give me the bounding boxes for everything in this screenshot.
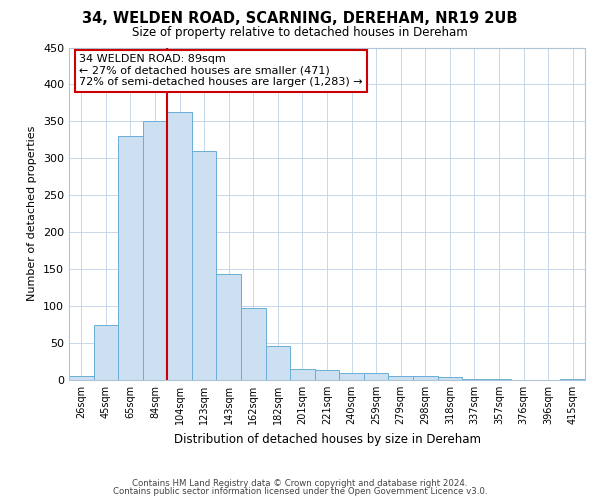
Bar xyxy=(266,346,290,380)
Text: Size of property relative to detached houses in Dereham: Size of property relative to detached ho… xyxy=(132,26,468,39)
Bar xyxy=(437,377,462,380)
Bar xyxy=(143,122,167,380)
Y-axis label: Number of detached properties: Number of detached properties xyxy=(28,126,37,302)
Bar xyxy=(94,324,118,380)
Bar xyxy=(217,274,241,380)
Bar xyxy=(290,369,315,380)
Bar xyxy=(167,112,192,380)
Bar xyxy=(315,370,339,380)
Bar xyxy=(118,136,143,380)
Text: Contains public sector information licensed under the Open Government Licence v3: Contains public sector information licen… xyxy=(113,487,487,496)
Bar xyxy=(560,378,585,380)
Text: 34 WELDEN ROAD: 89sqm
← 27% of detached houses are smaller (471)
72% of semi-det: 34 WELDEN ROAD: 89sqm ← 27% of detached … xyxy=(79,54,363,88)
Bar xyxy=(388,376,413,380)
Bar xyxy=(462,378,487,380)
Bar xyxy=(69,376,94,380)
Text: Contains HM Land Registry data © Crown copyright and database right 2024.: Contains HM Land Registry data © Crown c… xyxy=(132,478,468,488)
X-axis label: Distribution of detached houses by size in Dereham: Distribution of detached houses by size … xyxy=(173,432,481,446)
Bar xyxy=(192,151,217,380)
Bar xyxy=(413,376,437,380)
Text: 34, WELDEN ROAD, SCARNING, DEREHAM, NR19 2UB: 34, WELDEN ROAD, SCARNING, DEREHAM, NR19… xyxy=(82,11,518,26)
Bar xyxy=(241,308,266,380)
Bar xyxy=(339,372,364,380)
Bar xyxy=(364,372,388,380)
